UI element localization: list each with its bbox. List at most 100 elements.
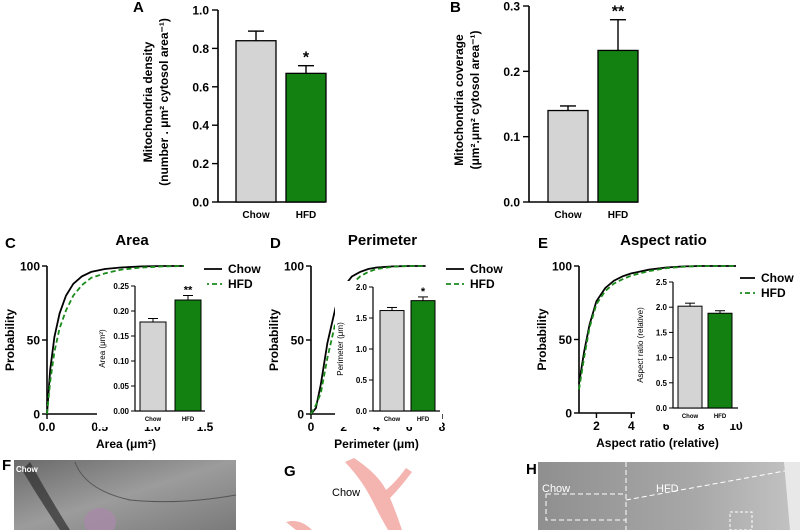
panel-g-caption: Chow: [332, 487, 360, 499]
y-axis-label: Mitochondria density: [141, 41, 155, 162]
y-tick-label: 0.0: [192, 196, 209, 210]
inset-y-tick-label: 0.5: [656, 379, 668, 388]
x-tick-label: 4: [628, 419, 635, 433]
y-axis-label: Mitochondria coverage: [452, 34, 466, 166]
y-tick-label: 1.0: [192, 4, 209, 18]
panel-label: D: [270, 235, 281, 252]
y-tick-label: 0.0: [503, 196, 520, 210]
roi-box-chow: [545, 493, 627, 521]
y-tick-label: 0.2: [503, 65, 520, 79]
panel-label: C: [5, 235, 16, 252]
x-tick-label: 6: [663, 419, 670, 433]
chart-panel-b: B 0.0 0.1 0.2 0.3 Mitochondria coverage (μm².μ…: [450, 0, 639, 221]
bar: [597, 49, 639, 203]
inset-y-tick-label: 0.10: [113, 357, 129, 366]
series-line-chow: [310, 265, 426, 415]
inset-bar: [410, 300, 436, 412]
traced-cell-shape: [345, 458, 412, 530]
y-tick-label: 100: [20, 260, 40, 274]
legend-label: HFD: [228, 277, 253, 291]
micrograph-edge: [784, 462, 800, 530]
inset-x-tick-label: Chow: [682, 414, 699, 420]
significance-marker: *: [303, 50, 310, 67]
inset-y-tick-label: 0.0: [656, 404, 668, 413]
inset-y-tick-label: 1.0: [656, 354, 668, 363]
legend-label: HFD: [470, 277, 495, 291]
series-line-hfd: [578, 265, 736, 390]
bar: [285, 72, 327, 203]
x-axis-label: Perimeter (μm): [334, 437, 419, 451]
inset-bar: [677, 305, 703, 409]
panel-label: A: [133, 0, 144, 16]
y-tick-label: 100: [284, 260, 304, 274]
y-tick-label: 0.4: [192, 119, 209, 133]
x-axis-label: Area (μm²): [96, 437, 156, 451]
inset-y-tick-label: 1.5: [356, 314, 368, 323]
inset-y-tick-label: 2.0: [656, 303, 668, 312]
x-tick-label: Chow: [242, 210, 269, 221]
legend-label: HFD: [761, 286, 786, 300]
panel-label-h: H: [526, 461, 537, 478]
legend-label: Chow: [228, 262, 261, 276]
inset-y-axis-label: Aspect ratio (relative): [636, 307, 645, 383]
inset-x-tick-label: Chow: [384, 417, 401, 423]
chart-panel-a: A 0.0 0.2 0.4 0.6 0.8 1.0 Mitochondria density(…: [133, 0, 327, 221]
inset-significance-marker: *: [421, 286, 426, 298]
inset-y-tick-label: 0.0: [356, 407, 368, 416]
roi-box-hfd: [729, 511, 753, 530]
x-tick-label: 0.0: [39, 420, 56, 434]
panel-h-caption-hfd: HFD: [656, 483, 679, 495]
x-axis-label: Aspect ratio (relative): [596, 436, 719, 450]
y-tick-label: 50: [559, 333, 573, 347]
panel-label: E: [538, 235, 548, 252]
x-tick-label: 0: [308, 420, 315, 434]
y-tick-label: 0: [297, 408, 304, 422]
traced-cell-fragment: [286, 521, 312, 530]
y-tick-label: 100: [552, 260, 572, 274]
panel-label-g: G: [284, 463, 296, 480]
x-tick-label: HFD: [608, 210, 629, 221]
legend-label: Chow: [761, 271, 794, 285]
inset-x-tick-label: HFD: [714, 414, 727, 420]
legend-label: Chow: [470, 262, 503, 276]
inset-bar: [139, 321, 167, 412]
y-tick-label: 0: [33, 408, 40, 422]
y-tick-label: 0.3: [503, 0, 520, 14]
panel-label: B: [450, 0, 461, 16]
inset-bar: [707, 312, 733, 409]
inset-y-tick-label: 0.05: [113, 382, 129, 391]
inset-y-tick-label: 1.0: [356, 345, 368, 354]
em-dark-structure: [22, 462, 70, 530]
inset-x-tick-label: HFD: [182, 417, 195, 423]
inset-y-tick-label: 0.15: [113, 332, 129, 341]
y-axis-label: Probability: [3, 309, 17, 371]
em-micrograph: [14, 460, 236, 530]
inset-bar: [174, 299, 202, 412]
roi-diagonal: [625, 469, 791, 501]
inset-y-tick-label: 0.25: [113, 282, 129, 291]
x-tick-label: 2: [593, 419, 600, 433]
x-tick-label: 8: [439, 420, 446, 434]
inset-y-tick-label: 0.00: [113, 407, 129, 416]
inset-y-tick-label: 2.5: [656, 278, 668, 287]
y-axis-label: (number . μm² cytosol area⁻¹): [157, 18, 171, 186]
panel-h-caption-chow: Chow: [542, 483, 570, 495]
bar: [235, 40, 277, 203]
chart-panel-d: DPerimeter05010002468Perimeter (μm)Proba…: [267, 232, 503, 451]
y-axis-label: Probability: [267, 309, 281, 371]
y-axis-label: (μm².μm² cytosol area⁻¹): [468, 30, 482, 169]
panel-label-f: F: [2, 457, 11, 474]
panel-f-caption: Chow: [16, 465, 39, 474]
chart-title: Area: [115, 232, 149, 249]
y-tick-label: 0.1: [503, 130, 520, 144]
inset-y-axis-label: Perimeter (μm): [336, 322, 345, 376]
light-micrograph: [538, 462, 800, 530]
y-axis-label: Probability: [535, 308, 549, 370]
x-tick-label: 8: [698, 419, 705, 433]
em-membrane: [74, 461, 237, 503]
image-panel-f: F Chow: [2, 457, 237, 530]
inset-bar: [379, 310, 405, 412]
